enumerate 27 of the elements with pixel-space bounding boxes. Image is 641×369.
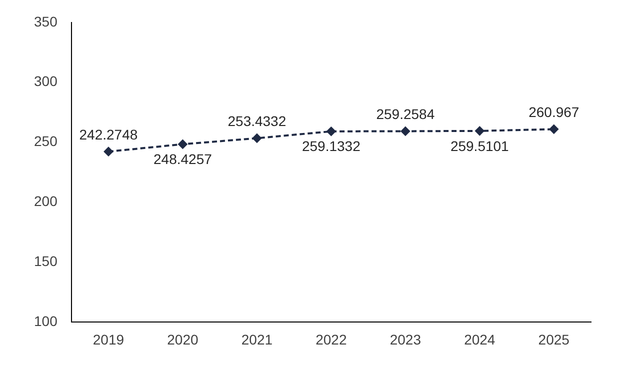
point [178,140,188,149]
y-tick-label: 100 [34,313,58,330]
y-tick-label: 350 [34,13,58,30]
x-tick-label: 2023 [390,331,422,348]
y-tick-label: 250 [34,133,58,150]
y-tick-label: 300 [34,73,58,90]
y-tick-label: 150 [34,253,58,270]
point [549,124,558,134]
x-tick-label: 2020 [167,331,198,348]
point [475,126,484,136]
data-label: 259.5101 [450,138,510,154]
data-label: 253.4332 [228,113,286,130]
point [326,126,336,136]
data-label: 242.2748 [79,126,138,142]
data-label: 259.2584 [376,106,435,122]
x-tick-label: 2019 [92,331,124,348]
x-tick-label: 2022 [316,331,347,348]
data-label: 260.967 [528,104,580,120]
x-tick-label: 2024 [464,331,496,348]
y-tick-label: 200 [34,193,58,210]
x-tick-label: 2025 [538,331,570,348]
data-label: 259.1332 [302,138,361,154]
data-label: 248.4257 [154,151,212,168]
point [400,126,410,136]
x-tick-label: 2021 [241,331,273,348]
point [104,147,113,156]
point [252,134,262,143]
